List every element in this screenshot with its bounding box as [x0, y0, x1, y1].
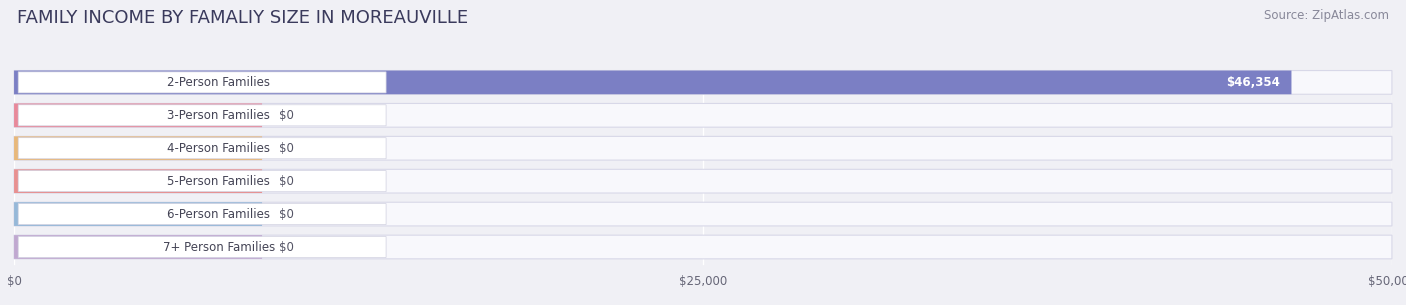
FancyBboxPatch shape	[18, 170, 387, 192]
Text: FAMILY INCOME BY FAMALIY SIZE IN MOREAUVILLE: FAMILY INCOME BY FAMALIY SIZE IN MOREAUV…	[17, 9, 468, 27]
Text: $0: $0	[278, 175, 294, 188]
Text: 4-Person Families: 4-Person Families	[167, 142, 270, 155]
FancyBboxPatch shape	[14, 235, 1392, 259]
FancyBboxPatch shape	[14, 169, 1392, 193]
Text: $0: $0	[278, 241, 294, 253]
FancyBboxPatch shape	[14, 136, 1392, 160]
FancyBboxPatch shape	[18, 138, 387, 159]
Text: $0: $0	[278, 208, 294, 221]
Text: $46,354: $46,354	[1226, 76, 1281, 89]
Text: 6-Person Families: 6-Person Families	[167, 208, 270, 221]
Text: 3-Person Families: 3-Person Families	[167, 109, 270, 122]
Text: $0: $0	[278, 142, 294, 155]
FancyBboxPatch shape	[14, 70, 1392, 94]
FancyBboxPatch shape	[14, 169, 262, 193]
FancyBboxPatch shape	[14, 202, 262, 226]
FancyBboxPatch shape	[18, 72, 387, 93]
FancyBboxPatch shape	[14, 70, 1292, 94]
Text: 5-Person Families: 5-Person Families	[167, 175, 270, 188]
FancyBboxPatch shape	[14, 136, 262, 160]
FancyBboxPatch shape	[18, 105, 387, 126]
FancyBboxPatch shape	[14, 235, 262, 259]
FancyBboxPatch shape	[18, 203, 387, 224]
FancyBboxPatch shape	[18, 236, 387, 257]
FancyBboxPatch shape	[14, 103, 1392, 127]
Text: 7+ Person Families: 7+ Person Families	[163, 241, 274, 253]
Text: 2-Person Families: 2-Person Families	[167, 76, 270, 89]
FancyBboxPatch shape	[14, 202, 1392, 226]
Text: $0: $0	[278, 109, 294, 122]
FancyBboxPatch shape	[14, 103, 262, 127]
Text: Source: ZipAtlas.com: Source: ZipAtlas.com	[1264, 9, 1389, 22]
